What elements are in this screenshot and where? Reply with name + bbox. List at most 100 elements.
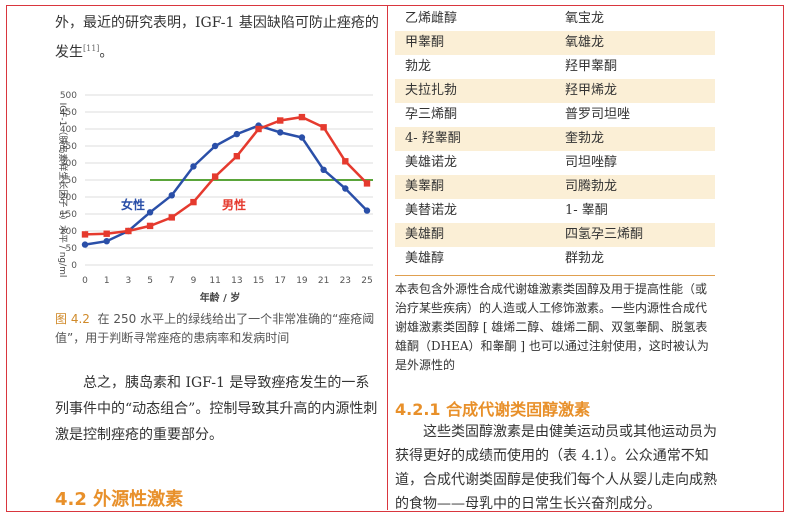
point xyxy=(81,231,89,238)
x-tick-label: 23 xyxy=(340,276,351,286)
point xyxy=(342,158,349,165)
y-tick-label: 200 xyxy=(60,193,77,203)
series-label: 女性 xyxy=(121,197,145,212)
point xyxy=(363,207,371,214)
table-note: 本表包含外源性合成代谢雄激素类固醇及用于提高性能（或治疗某些疾病）的人造或人工修… xyxy=(395,282,709,372)
series-label: 男性 xyxy=(222,197,246,212)
table-cell: 羟甲睾酮 xyxy=(565,59,618,74)
table-cell: 奎勃龙 xyxy=(565,131,605,146)
point xyxy=(146,209,154,216)
table-cell: 1- 睾酮 xyxy=(565,203,608,218)
point xyxy=(277,117,284,124)
table-rule xyxy=(395,275,715,276)
point xyxy=(320,166,327,173)
point xyxy=(146,222,154,230)
point xyxy=(298,113,306,121)
table-cell: 孕三烯酮 xyxy=(405,107,458,122)
point xyxy=(320,124,327,131)
table-row: 勃龙 羟甲睾酮 xyxy=(395,55,715,79)
table-row: 4- 羟睾酮 奎勃龙 xyxy=(395,127,715,151)
top-text: 外，最近的研究表明，IGF-1 基因缺陷可防止痤疮的发生[11]。 xyxy=(55,10,380,66)
y-tick-label: 500 xyxy=(60,91,77,101)
x-axis-label: 年龄 / 岁 xyxy=(200,291,241,304)
table-row: 乙烯雌醇 氧宝龙 xyxy=(395,7,715,31)
point xyxy=(103,230,110,237)
table-cell: 美雄诺龙 xyxy=(405,155,458,170)
point xyxy=(342,185,349,192)
table-cell: 夫拉扎勃 xyxy=(405,83,458,98)
x-tick-label: 5 xyxy=(147,276,153,286)
table-row: 美睾酮 司腾勃龙 xyxy=(395,175,715,199)
table-cell: 司腾勃龙 xyxy=(565,179,618,194)
table-row: 美雄诺龙 司坦唑醇 xyxy=(395,151,715,175)
y-tick-label: 250 xyxy=(60,176,77,186)
paragraph: 总之，胰岛素和 IGF-1 是导致痤疮发生的一系列事件中的“动态组合”。控制导致… xyxy=(55,375,378,443)
y-tick-label: 350 xyxy=(60,142,77,152)
point xyxy=(168,192,175,199)
y-tick-label: 400 xyxy=(60,125,77,135)
x-tick-label: 13 xyxy=(231,276,242,286)
paragraph: 这些类固醇激素是由健美运动员或其他运动员为获得更好的成绩而使用的（表 4.1）。… xyxy=(395,424,717,512)
point xyxy=(233,153,241,160)
table-cell: 甲睾酮 xyxy=(405,35,445,50)
x-tick-label: 19 xyxy=(296,276,308,286)
table-cell: 四氢孕三烯酮 xyxy=(565,227,644,242)
x-tick-label: 1 xyxy=(104,276,110,286)
table-row: 甲睾酮 氧雄龙 xyxy=(395,31,715,55)
series-line xyxy=(84,115,368,236)
x-tick-label: 9 xyxy=(191,276,197,286)
table-cell: 4- 羟睾酮 xyxy=(405,131,461,146)
page-frame xyxy=(6,5,784,512)
table-cell: 勃龙 xyxy=(405,59,432,74)
point xyxy=(298,134,306,141)
point xyxy=(125,227,132,235)
table-row: 夫拉扎勃 羟甲烯龙 xyxy=(395,79,715,103)
table-cell: 美雄醇 xyxy=(405,251,445,266)
x-tick-label: 15 xyxy=(253,276,264,286)
y-tick-label: 300 xyxy=(60,159,77,169)
x-tick-label: 17 xyxy=(275,276,286,286)
section-heading: 4.2.1 合成代谢类固醇激素 xyxy=(395,400,591,419)
table-cell: 群勃龙 xyxy=(565,251,605,266)
table-cell: 美雄酮 xyxy=(405,227,445,242)
citation: [11] xyxy=(83,44,100,53)
text: 。 xyxy=(99,44,114,61)
point xyxy=(211,142,219,150)
table-cell: 乙烯雌醇 xyxy=(405,11,458,26)
y-tick-label: 450 xyxy=(60,108,77,118)
table-row: 孕三烯酮 普罗司坦唑 xyxy=(395,103,715,127)
y-tick-label: 50 xyxy=(66,244,78,254)
point xyxy=(277,129,284,136)
y-tick-label: 100 xyxy=(60,227,77,237)
series-line xyxy=(84,124,368,246)
caption-text: 在 250 水平上的绿线给出了一个非常准确的“痤疮阈值”，用于判断寻常痤疮的患病… xyxy=(55,312,375,345)
table-cell: 氧雄龙 xyxy=(565,35,605,50)
x-tick-label: 11 xyxy=(209,276,220,286)
table-row: 美雄醇 群勃龙 xyxy=(395,247,715,271)
section-heading: 4.2 外源性激素 xyxy=(55,489,184,510)
caption-number: 图 4.2 xyxy=(55,312,90,326)
table-cell: 氧宝龙 xyxy=(565,11,605,26)
table-cell: 美替诺龙 xyxy=(405,203,458,218)
table-row: 美替诺龙 1- 睾酮 xyxy=(395,199,715,223)
point xyxy=(233,130,241,138)
point xyxy=(363,180,371,187)
table-cell: 羟甲烯龙 xyxy=(565,83,618,98)
y-tick-label: 150 xyxy=(60,210,77,220)
x-tick-label: 0 xyxy=(82,276,88,286)
x-tick-label: 25 xyxy=(361,276,372,286)
y-tick-label: 0 xyxy=(71,261,77,271)
x-tick-label: 7 xyxy=(169,276,175,286)
x-tick-label: 3 xyxy=(126,276,132,286)
point xyxy=(190,198,197,206)
table-cell: 美睾酮 xyxy=(405,179,445,194)
point xyxy=(103,238,110,245)
text: 外，最近的研究表明，IGF-1 基因缺陷可防止痤疮的发生 xyxy=(55,15,379,61)
y-axis-label: IGF-1（胰岛素样生长因子 1）水平 / ng/ml xyxy=(57,103,69,278)
point xyxy=(190,163,197,170)
column-divider xyxy=(387,5,388,510)
point xyxy=(81,241,89,248)
x-tick-label: 21 xyxy=(318,276,329,286)
